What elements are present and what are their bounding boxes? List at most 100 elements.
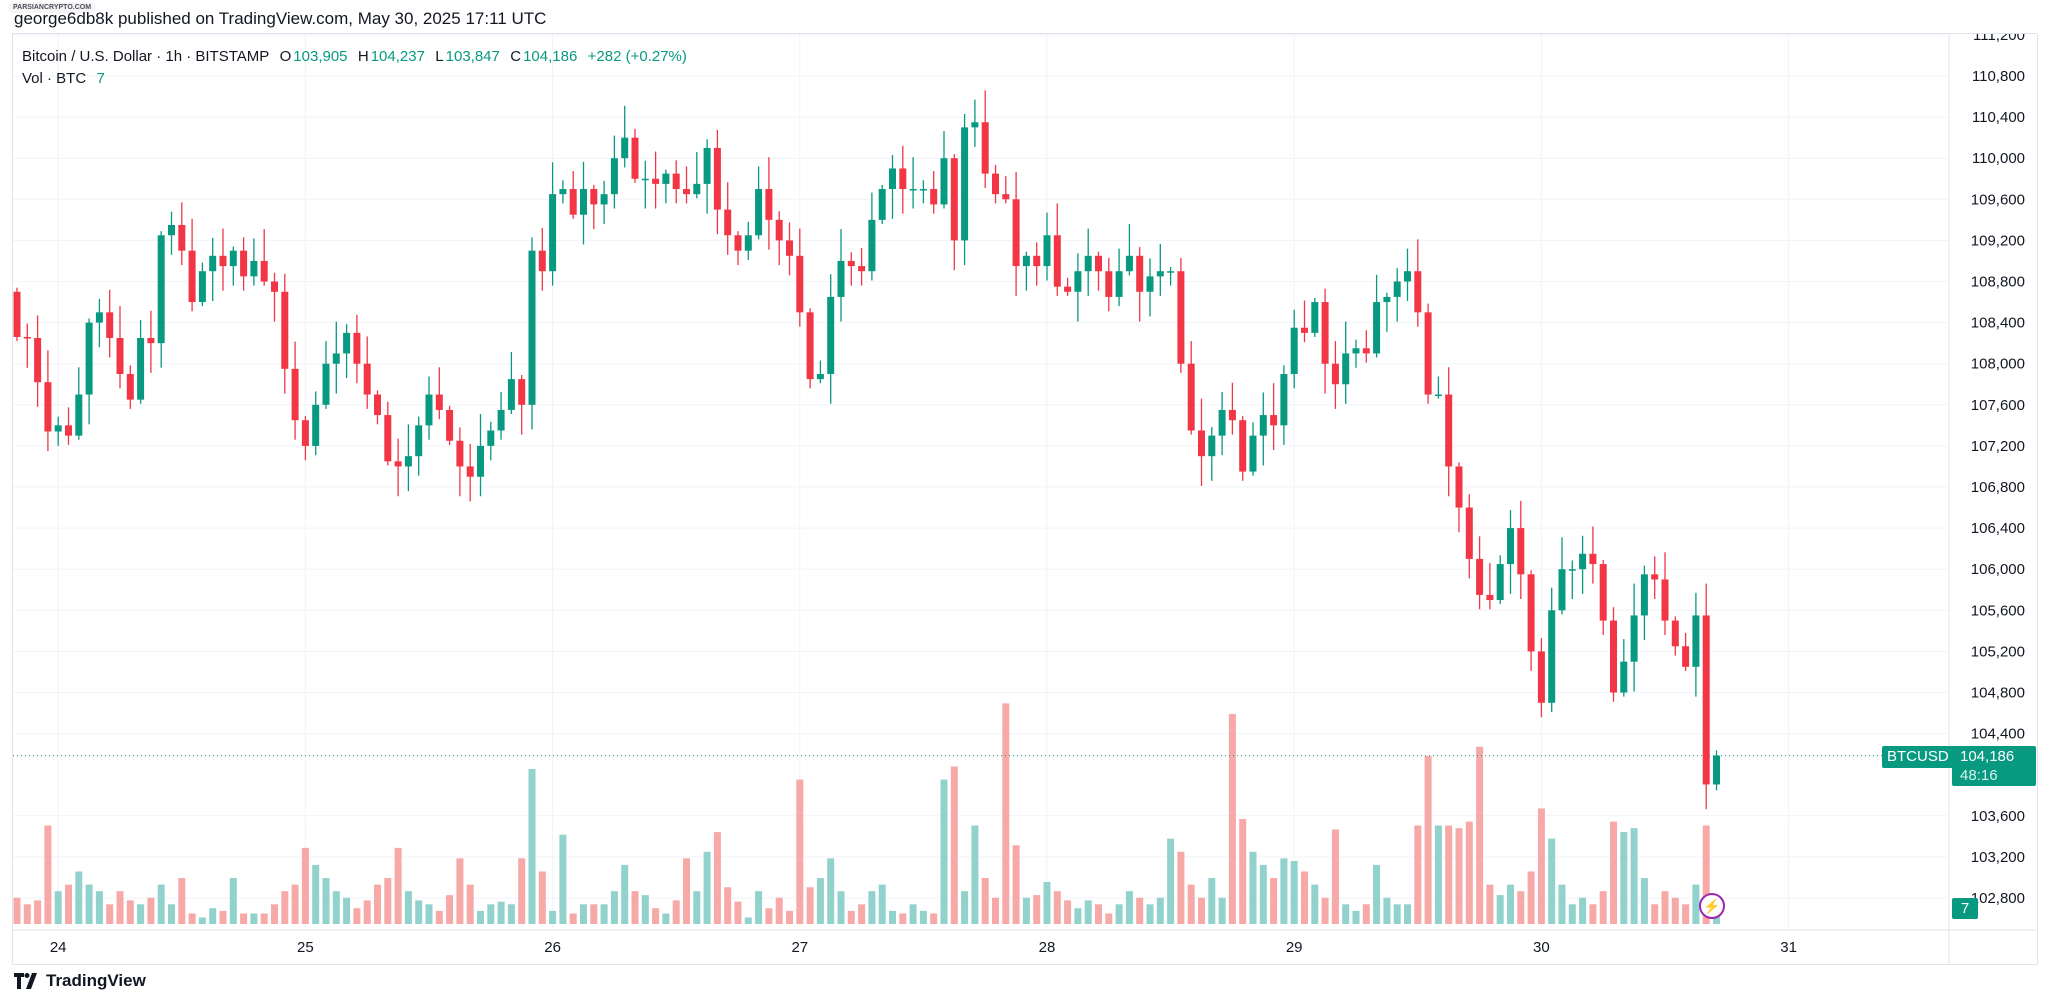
volume-tag: 7	[1952, 898, 1978, 919]
candle-up	[1218, 409, 1226, 436]
volume-bar	[1599, 891, 1607, 924]
volume-bar	[281, 891, 289, 924]
tradingview-logo[interactable]: TradingView	[14, 971, 146, 991]
volume-bar	[332, 891, 340, 924]
candle-up	[1125, 255, 1133, 272]
candle-up	[1434, 394, 1442, 397]
candle-down	[147, 338, 155, 344]
volume-bar	[1393, 904, 1401, 924]
volume-bar	[1496, 895, 1504, 924]
volume-bar	[1167, 838, 1175, 924]
volume-bar	[1115, 904, 1123, 924]
chart-pane[interactable]: 102,800 103,200 103,600 104,400 104,800 105,2…	[12, 33, 2038, 965]
candle-down	[1702, 615, 1710, 785]
volume-bar	[1053, 891, 1061, 924]
candle-down	[1537, 651, 1545, 703]
candle-up	[54, 425, 62, 432]
volume-bar	[497, 901, 505, 924]
price-axis-label: 110,400	[1972, 109, 2025, 126]
volume-bar	[713, 832, 721, 924]
candle-down	[1445, 394, 1453, 467]
legend-symbol[interactable]: Bitcoin / U.S. Dollar · 1h · BITSTAMP	[22, 48, 270, 65]
volume-bar	[1589, 904, 1597, 924]
volume-bar	[683, 858, 690, 924]
volume-bar	[580, 904, 587, 924]
volume-bar	[1383, 897, 1391, 924]
volume-bar	[1280, 858, 1288, 924]
candle-up	[1713, 755, 1720, 785]
volume-bar	[765, 908, 773, 924]
candle-down	[1486, 594, 1494, 601]
candle-up	[621, 137, 629, 159]
volume-bar	[188, 913, 196, 924]
time-axis-label: 25	[297, 939, 314, 956]
candle-up	[1208, 435, 1216, 457]
volume-bar	[1331, 829, 1339, 924]
candle-up	[1022, 255, 1030, 267]
candle-up	[868, 219, 876, 272]
price-axis-label: 105,600	[1971, 602, 2025, 619]
volume-bar	[106, 904, 114, 924]
candle-down	[590, 189, 598, 205]
candle-down	[13, 291, 21, 337]
price-axis-label: 102,800	[1971, 890, 2025, 907]
candle-up	[250, 260, 258, 277]
candle-down	[281, 291, 289, 369]
volume-bar	[693, 891, 701, 924]
candle-down	[1362, 348, 1370, 354]
candle-down	[374, 394, 381, 416]
volume-bar	[198, 917, 206, 924]
candle-up	[755, 189, 763, 236]
lightning-icon[interactable]: ⚡	[1699, 893, 1725, 919]
candle-up	[971, 122, 979, 128]
candle-down	[1002, 194, 1010, 200]
price-axis-label: 107,200	[1971, 438, 2025, 455]
volume-bar	[1012, 845, 1020, 924]
legend-open: 103,905	[293, 48, 348, 65]
candle-down	[1187, 363, 1195, 431]
candle-up	[198, 271, 206, 303]
candle-up	[1352, 348, 1360, 354]
volume-bar	[806, 887, 814, 924]
volume-bar	[1682, 904, 1690, 924]
time-axis-label: 31	[1780, 939, 1797, 956]
candle-up	[610, 158, 618, 195]
candle-down	[23, 336, 31, 339]
last-price: 104,186	[1960, 748, 2015, 765]
candle-down	[683, 189, 690, 195]
candle-down	[1053, 235, 1061, 287]
volume-bar	[878, 884, 886, 924]
volume-bar	[600, 904, 608, 924]
legend-open-label: O	[279, 48, 292, 65]
candle-down	[301, 420, 309, 446]
candle-up	[744, 235, 752, 251]
volume-bar	[178, 878, 186, 924]
volume-bar	[23, 904, 31, 924]
volume-bar	[374, 884, 381, 924]
legend-volume-label[interactable]: Vol · BTC	[22, 70, 87, 87]
candle-down	[1105, 271, 1113, 297]
volume-bar	[353, 908, 361, 924]
price-axis-label: 107,600	[1971, 397, 2025, 414]
volume-bar	[343, 897, 351, 924]
candle-down	[1012, 199, 1020, 267]
volume-bar	[672, 900, 680, 924]
volume-bar	[1610, 821, 1617, 924]
candle-down	[1527, 574, 1535, 652]
volume-bar	[404, 891, 412, 924]
volume-bar	[1239, 818, 1247, 924]
volume-bar	[240, 913, 248, 924]
candle-up	[1496, 564, 1504, 601]
volume-bar	[1527, 871, 1535, 924]
volume-bar	[538, 871, 546, 924]
legend-volume-row: Vol · BTC 7	[22, 68, 689, 90]
candle-up	[1692, 615, 1700, 667]
candlestick-chart[interactable]: 102,800 103,200 103,600 104,400 104,800 105,2…	[13, 34, 2037, 964]
brand-name: TradingView	[46, 971, 146, 990]
price-axis-label: 104,800	[1971, 685, 2025, 702]
price-axis-label: 108,800	[1971, 274, 2025, 291]
candle-up	[940, 158, 948, 205]
candle-down	[950, 158, 958, 241]
volume-bar	[868, 891, 876, 924]
candle-down	[106, 312, 114, 339]
